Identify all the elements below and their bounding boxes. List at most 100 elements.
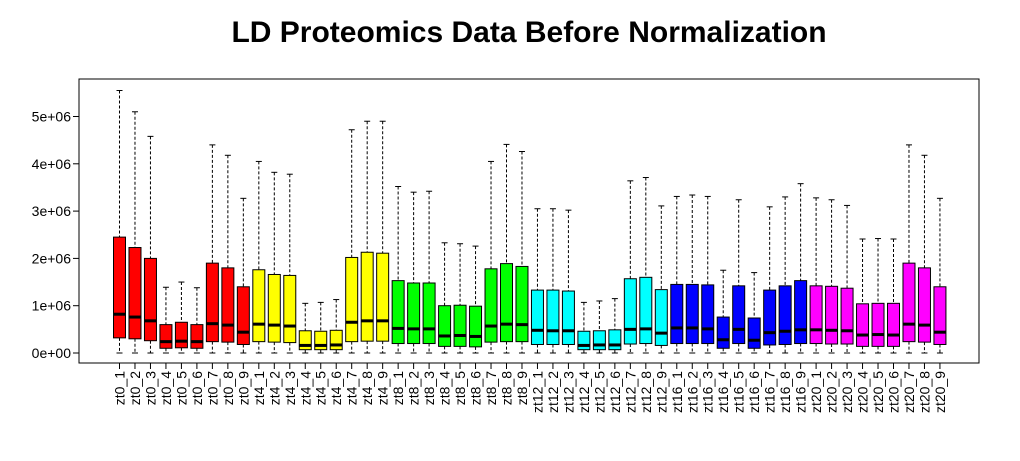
iqr-box: [701, 284, 715, 345]
box-zt16_4: [716, 269, 730, 354]
iqr-box: [546, 289, 560, 345]
box-zt16_9: [794, 183, 808, 354]
x-tick-label: zt12_7: [622, 371, 638, 413]
x-tick-label: zt0_6: [189, 371, 205, 405]
chart-title: LD Proteomics Data Before Normalization: [231, 16, 827, 49]
x-tick-label: zt12_9: [653, 371, 669, 413]
box-zt8_9: [515, 151, 529, 354]
box-zt0_3: [143, 135, 157, 354]
x-tick-label: zt16_3: [700, 371, 716, 413]
iqr-box: [592, 330, 606, 351]
iqr-box: [732, 285, 746, 345]
x-tick-label: zt16_7: [762, 371, 778, 413]
x-tick-label: zt8_9: [514, 371, 530, 405]
x-tick-label: zt4_7: [344, 371, 360, 405]
box-zt16_8: [778, 196, 792, 354]
x-tick-label: zt16_9: [793, 371, 809, 413]
box-zt0_2: [128, 111, 142, 354]
x-tick-label: zt4_1: [251, 371, 267, 405]
iqr-box: [670, 283, 684, 345]
iqr-box: [453, 304, 467, 347]
x-tick-label: zt4_4: [297, 371, 313, 405]
box-zt20_4: [856, 238, 870, 354]
box-zt20_1: [809, 197, 823, 354]
box-zt12_2: [546, 208, 560, 354]
iqr-box: [887, 302, 900, 347]
iqr-box: [391, 280, 405, 345]
x-tick-label: zt0_1: [112, 371, 128, 405]
box-zt4_7: [345, 129, 359, 354]
box-zt4_1: [252, 160, 266, 354]
box-zt20_3: [840, 204, 854, 354]
iqr-box: [794, 280, 808, 345]
x-tick-label: zt4_3: [282, 371, 298, 405]
iqr-box: [376, 252, 390, 342]
iqr-box: [174, 321, 188, 349]
x-tick-label: zt16_6: [746, 371, 762, 413]
x-tick-label: zt12_3: [560, 371, 576, 413]
iqr-box: [500, 263, 513, 343]
iqr-box: [252, 269, 266, 343]
box-zt16_1: [670, 195, 684, 354]
x-tick-label: zt8_6: [468, 371, 484, 405]
y-tick-label: 1e+06: [32, 298, 72, 314]
y-tick-label: 2e+06: [32, 250, 72, 266]
iqr-box: [902, 262, 916, 343]
box-zt20_9: [933, 197, 947, 354]
box-zt12_9: [654, 205, 668, 354]
box-zt12_3: [561, 209, 575, 354]
x-tick-label: zt20_6: [886, 371, 902, 413]
x-tick-label: zt12_4: [576, 371, 592, 413]
box-zt4_9: [376, 120, 390, 354]
iqr-box: [267, 273, 281, 343]
x-tick-label: zt16_4: [715, 371, 731, 413]
iqr-box: [623, 278, 637, 345]
x-tick-label: zt20_4: [855, 371, 871, 413]
iqr-box: [608, 329, 622, 351]
iqr-box: [856, 303, 870, 347]
iqr-box: [221, 267, 235, 343]
box-zt8_5: [453, 243, 467, 354]
iqr-box: [809, 285, 823, 345]
iqr-box: [422, 282, 436, 345]
x-tick-label: zt0_3: [142, 371, 158, 405]
x-tick-label: zt0_2: [127, 371, 143, 405]
box-zt12_6: [608, 298, 622, 354]
x-tick-label: zt20_8: [916, 371, 932, 413]
iqr-box: [190, 324, 204, 349]
x-tick-label: zt12_1: [529, 371, 545, 413]
box-zt16_7: [763, 206, 777, 354]
box-zt0_9: [236, 197, 250, 354]
x-tick-label: zt20_5: [870, 371, 886, 413]
x-tick-label: zt8_8: [499, 371, 515, 405]
box-zt8_4: [438, 242, 452, 354]
y-tick-label: 3e+06: [32, 203, 72, 219]
x-tick-label: zt12_2: [545, 371, 561, 413]
box-zt0_4: [159, 286, 173, 354]
box-zt16_5: [732, 199, 746, 354]
iqr-box: [825, 285, 839, 345]
iqr-box: [159, 324, 173, 349]
x-tick-label: zt8_1: [390, 371, 406, 405]
box-zt16_2: [685, 194, 699, 354]
box-zt20_8: [917, 154, 931, 354]
iqr-box: [716, 316, 730, 349]
x-tick-label: zt8_5: [452, 371, 468, 405]
x-tick-label: zt12_6: [607, 371, 623, 413]
x-tick-label: zt4_9: [375, 371, 391, 405]
x-tick-label: zt20_1: [808, 371, 824, 413]
x-tick-label: zt4_5: [313, 371, 329, 405]
iqr-box: [778, 285, 792, 345]
x-tick-label: zt20_3: [839, 371, 855, 413]
x-tick-label: zt0_8: [220, 371, 236, 405]
box-zt20_5: [871, 238, 885, 354]
box-zt0_8: [221, 154, 235, 354]
x-tick-label: zt0_9: [235, 371, 251, 405]
iqr-box: [685, 283, 699, 345]
box-zt4_8: [360, 120, 374, 354]
iqr-box: [283, 274, 297, 344]
iqr-box: [515, 265, 529, 343]
box-zt20_2: [825, 199, 839, 354]
box-zt0_1: [113, 89, 126, 354]
